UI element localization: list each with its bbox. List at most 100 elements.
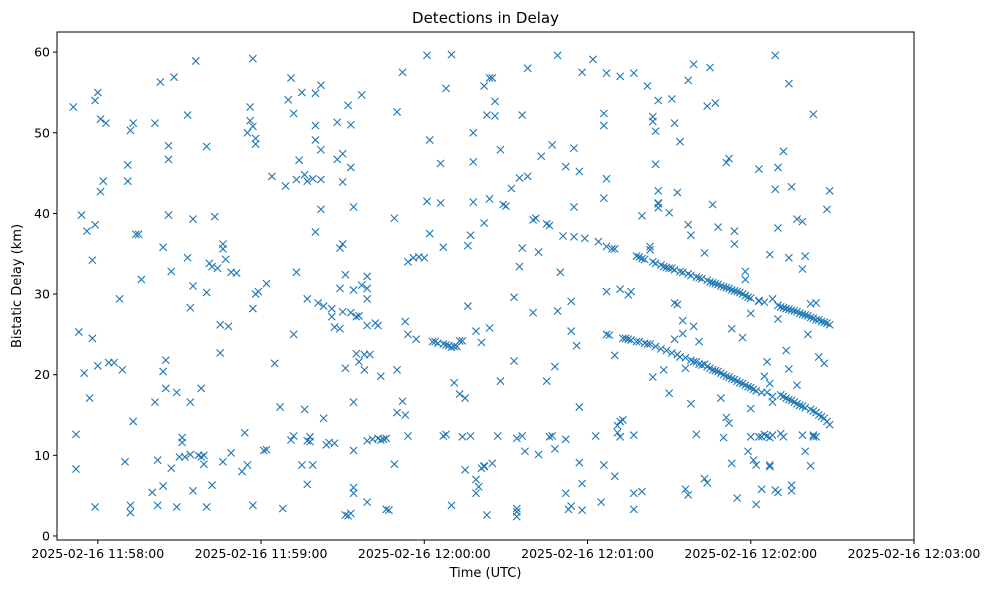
data-point bbox=[602, 174, 611, 183]
data-point bbox=[616, 432, 625, 441]
data-point bbox=[316, 175, 325, 184]
data-point bbox=[189, 282, 198, 290]
data-point bbox=[91, 502, 100, 511]
data-point bbox=[798, 310, 807, 319]
data-point bbox=[700, 248, 709, 257]
data-point bbox=[629, 69, 638, 78]
data-point bbox=[632, 252, 641, 261]
data-point bbox=[292, 268, 301, 277]
data-point bbox=[289, 330, 298, 339]
data-point bbox=[216, 320, 225, 329]
data-point bbox=[627, 336, 636, 345]
data-point bbox=[284, 95, 293, 104]
x-axis: 2025-02-16 11:58:00 2025-02-16 11:59:00 20… bbox=[31, 540, 980, 561]
data-point bbox=[248, 54, 257, 63]
data-point bbox=[202, 288, 211, 297]
data-point bbox=[159, 481, 168, 490]
data-point bbox=[784, 305, 793, 314]
data-point bbox=[629, 505, 638, 514]
data-point bbox=[344, 101, 353, 110]
data-point bbox=[480, 462, 489, 471]
data-point bbox=[765, 379, 774, 388]
data-point bbox=[248, 122, 257, 131]
data-point bbox=[711, 279, 720, 288]
data-point bbox=[782, 304, 791, 313]
data-point bbox=[335, 244, 344, 253]
data-point bbox=[798, 217, 807, 226]
data-point bbox=[335, 284, 344, 293]
data-point bbox=[471, 489, 480, 498]
data-point bbox=[618, 415, 627, 424]
data-point bbox=[722, 158, 731, 167]
data-point bbox=[773, 488, 782, 497]
data-point bbox=[463, 241, 472, 250]
data-point bbox=[651, 342, 660, 351]
data-point bbox=[72, 465, 81, 474]
y-tick-label: 10 bbox=[34, 448, 50, 463]
data-point bbox=[469, 198, 478, 207]
data-point bbox=[654, 186, 663, 195]
data-point bbox=[575, 167, 584, 176]
data-point bbox=[148, 488, 157, 497]
data-point bbox=[159, 367, 168, 376]
data-point bbox=[787, 306, 796, 315]
data-point bbox=[153, 456, 162, 465]
data-point bbox=[390, 214, 399, 223]
data-point bbox=[197, 384, 206, 393]
data-point bbox=[616, 72, 625, 81]
data-point bbox=[716, 282, 725, 290]
data-point bbox=[569, 144, 578, 153]
data-point bbox=[384, 506, 393, 515]
data-point bbox=[491, 111, 500, 120]
data-point bbox=[355, 311, 363, 320]
data-point bbox=[578, 68, 587, 77]
data-point bbox=[553, 51, 562, 60]
data-point bbox=[480, 219, 489, 228]
data-point bbox=[77, 211, 86, 220]
data-point bbox=[686, 231, 695, 240]
data-point bbox=[365, 350, 374, 359]
data-point bbox=[559, 232, 568, 240]
data-point bbox=[183, 111, 192, 120]
data-point bbox=[512, 504, 521, 513]
data-point bbox=[624, 335, 633, 344]
data-point bbox=[254, 287, 263, 296]
data-point bbox=[803, 330, 812, 339]
data-point bbox=[352, 312, 361, 321]
data-point bbox=[308, 461, 317, 469]
data-point bbox=[686, 399, 695, 408]
data-point bbox=[398, 68, 407, 77]
data-point bbox=[300, 170, 309, 179]
data-point bbox=[439, 243, 448, 252]
data-point bbox=[306, 437, 315, 446]
data-point bbox=[537, 152, 546, 161]
data-point bbox=[363, 321, 372, 330]
data-point bbox=[820, 359, 829, 368]
data-point bbox=[569, 202, 578, 211]
data-point bbox=[635, 337, 644, 346]
data-point bbox=[186, 450, 195, 459]
data-point bbox=[450, 378, 459, 387]
data-point bbox=[632, 337, 641, 346]
data-point bbox=[646, 340, 655, 349]
data-point bbox=[825, 186, 834, 195]
data-point bbox=[330, 323, 339, 332]
data-point bbox=[572, 341, 581, 350]
data-point bbox=[436, 159, 445, 168]
data-point bbox=[91, 96, 100, 105]
data-point bbox=[768, 431, 777, 440]
data-point bbox=[316, 145, 325, 154]
data-point bbox=[82, 227, 91, 236]
data-point bbox=[665, 389, 674, 398]
y-axis-label: Bistatic Delay (km) bbox=[10, 224, 25, 348]
data-point bbox=[210, 212, 219, 221]
chart-title: Detections in Delay bbox=[412, 9, 559, 27]
data-point bbox=[423, 197, 431, 206]
data-point bbox=[398, 397, 407, 406]
data-point bbox=[469, 157, 478, 166]
data-point bbox=[172, 502, 181, 511]
data-point bbox=[676, 137, 685, 146]
data-point bbox=[164, 211, 173, 220]
data-point bbox=[784, 395, 793, 404]
data-point bbox=[825, 320, 834, 329]
